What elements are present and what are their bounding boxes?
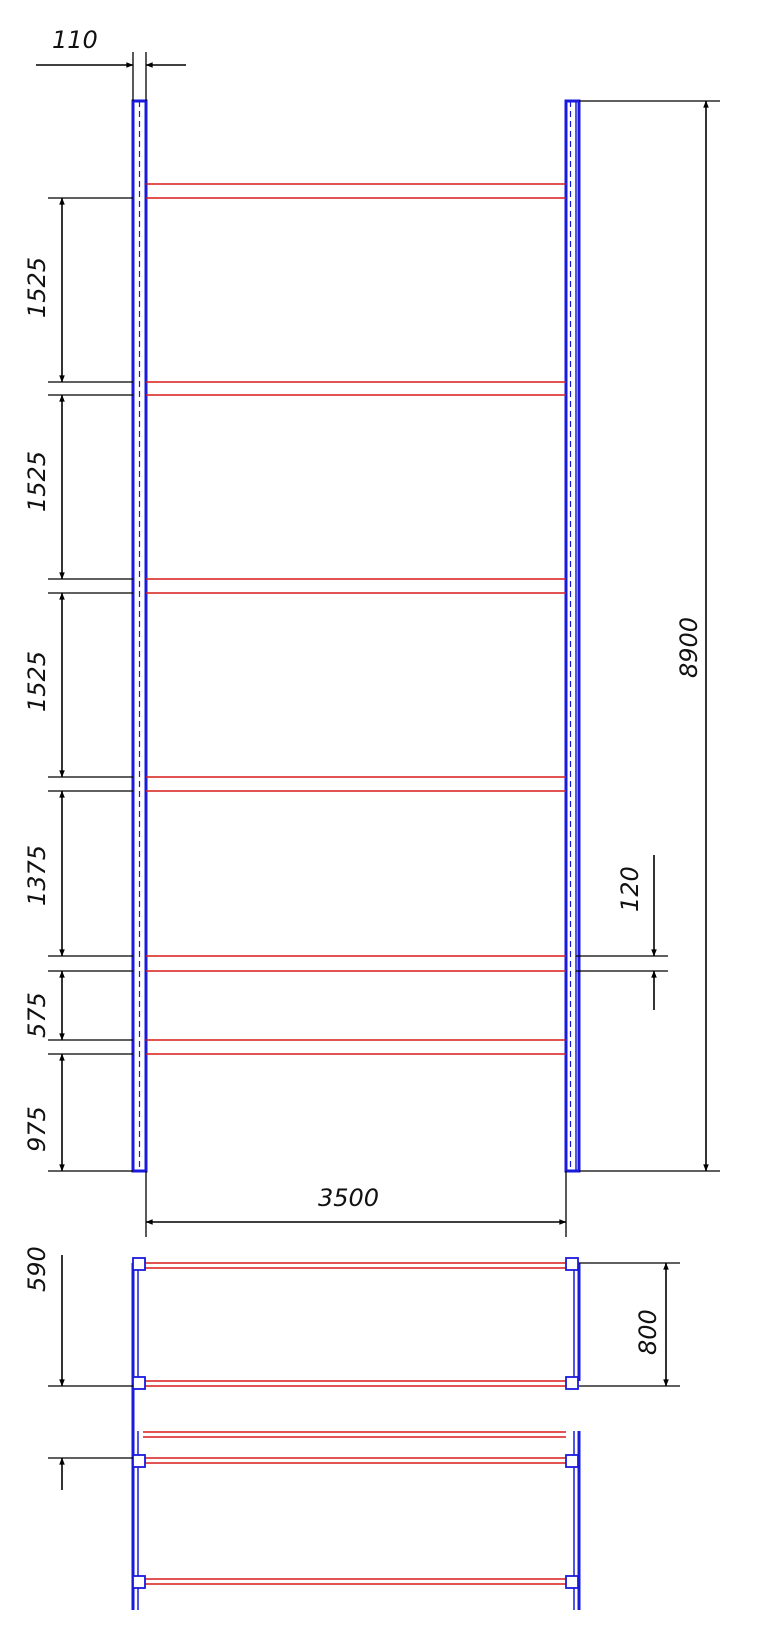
plan-beam-3 [143, 1457, 566, 1464]
upright-box-right-low [565, 1454, 579, 1468]
upright-box-right-mid [565, 1376, 579, 1390]
beam-level-6 [146, 1039, 566, 1055]
beam-level-3 [146, 578, 566, 594]
left-upright [131, 99, 148, 1173]
level-spacing-chain: 1525 1525 1525 1375 575 975 [23, 197, 133, 1172]
overall-height-dimension: 8900 [579, 100, 720, 1172]
plan-side-rails [131, 1263, 581, 1431]
post-width-dimension: 110 [36, 26, 186, 101]
span-label: 3500 [318, 1184, 379, 1212]
plan-beam-1 [143, 1431, 566, 1438]
plan-view: 800 590 [23, 1246, 680, 1610]
overall-height-label: 8900 [675, 617, 703, 678]
plan-beam-2 [143, 1380, 566, 1387]
level-spacing-label-5: 575 [23, 992, 51, 1038]
front-view: 110 8900 3500 120 [23, 26, 720, 1237]
level-spacing-label-6: 975 [23, 1106, 51, 1152]
level-spacing-label-2: 1525 [23, 451, 51, 512]
plan-beam-top [143, 1262, 566, 1269]
upright-box-left-top [132, 1257, 146, 1271]
post-width-label: 110 [52, 26, 98, 54]
span-dimension: 3500 [145, 1171, 567, 1237]
upright-box-right-top [565, 1257, 579, 1271]
beam-level-2 [146, 381, 566, 396]
plan-top-bay-label: 800 [634, 1309, 662, 1355]
upright-box-left-mid [132, 1376, 146, 1390]
plan-top-bay-dimension: 800 [579, 1262, 680, 1387]
beam-level-4 [146, 776, 566, 792]
level-spacing-label-3: 1525 [23, 651, 51, 712]
level-spacing-label-1: 1525 [23, 257, 51, 318]
level-spacing-label-4: 1375 [23, 845, 51, 906]
beam-thickness-dimension: 120 [576, 855, 668, 1010]
upright-box-right-bottom [565, 1575, 579, 1589]
plan-beam-4 [143, 1578, 566, 1585]
beam-level-5 [146, 955, 566, 972]
right-upright [564, 99, 581, 1173]
beam-level-1 [146, 183, 566, 199]
upright-box-left-bottom [132, 1575, 146, 1589]
plan-upright-boxes [132, 1257, 579, 1589]
upright-box-left-low [132, 1454, 146, 1468]
plan-left-bay-label: 590 [23, 1246, 51, 1292]
plan-left-bay-dimension: 590 [23, 1246, 133, 1490]
beam-thickness-label: 120 [616, 866, 644, 912]
